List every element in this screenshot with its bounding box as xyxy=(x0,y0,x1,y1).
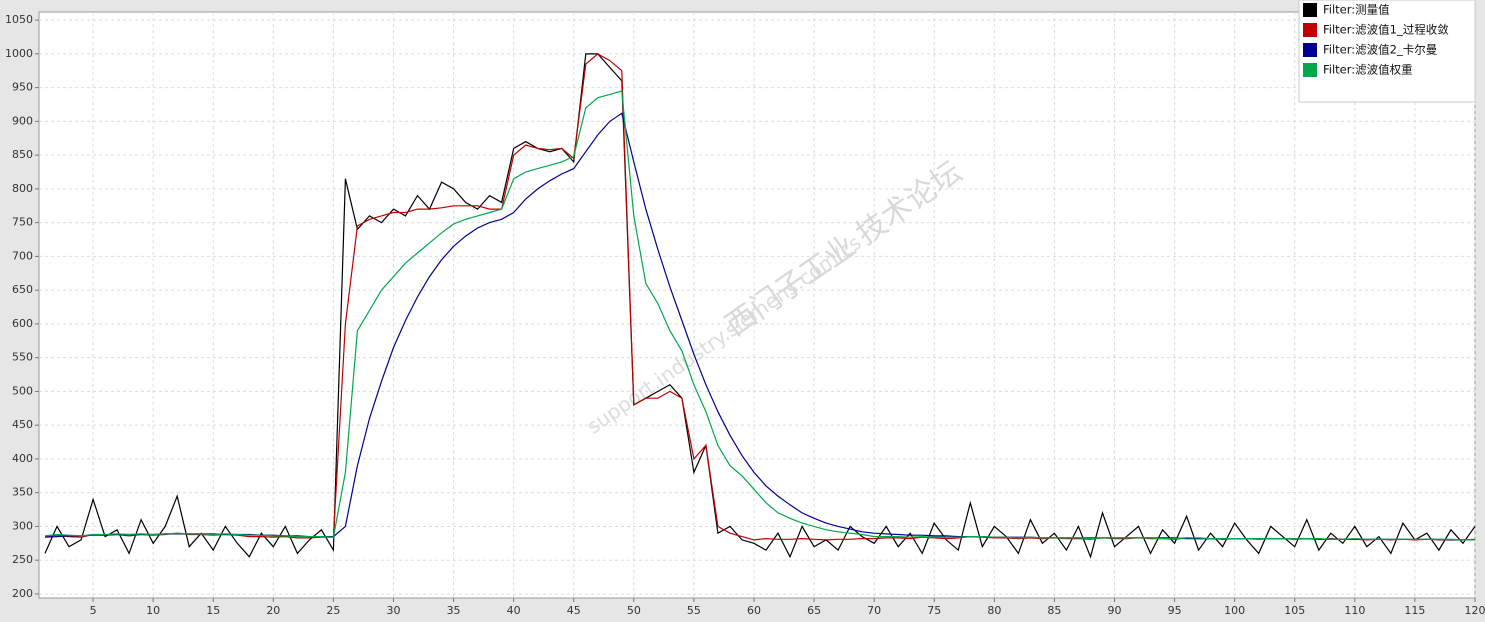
y-tick-label: 600 xyxy=(12,317,33,330)
legend-label: Filter:滤波值2_卡尔曼 xyxy=(1323,43,1437,57)
y-tick-label: 1000 xyxy=(5,47,33,60)
y-tick-label: 800 xyxy=(12,182,33,195)
y-tick-label: 950 xyxy=(12,81,33,94)
x-tick-label: 85 xyxy=(1047,604,1061,617)
x-tick-label: 95 xyxy=(1168,604,1182,617)
y-tick-label: 750 xyxy=(12,216,33,229)
lines xyxy=(44,53,1476,559)
x-tick-label: 20 xyxy=(266,604,280,617)
legend-label: Filter:测量值 xyxy=(1323,3,1390,17)
series-line xyxy=(44,90,1475,541)
x-tick-label: 65 xyxy=(807,604,821,617)
legend: Filter:测量值 Filter:滤波值1_过程收敛 Filter:滤波值2_卡尔… xyxy=(1298,0,1476,103)
legend-label: Filter:滤波值权重 xyxy=(1323,63,1413,77)
x-tick-label: 115 xyxy=(1404,604,1425,617)
x-tick-label: 25 xyxy=(326,604,340,617)
x-tick-label: 100 xyxy=(1224,604,1245,617)
x-tick-label: 40 xyxy=(507,604,521,617)
legend-swatch xyxy=(1303,3,1317,17)
x-tick-label: 110 xyxy=(1344,604,1365,617)
y-tick-label: 900 xyxy=(12,114,33,127)
x-tick-label: 15 xyxy=(206,604,220,617)
x-tick-label: 60 xyxy=(747,604,761,617)
y-tick-label: 550 xyxy=(12,351,33,364)
y-tick-label: 500 xyxy=(12,384,33,397)
y-tick-label: 350 xyxy=(12,486,33,499)
legend-swatch xyxy=(1303,23,1317,37)
y-tick-label: 300 xyxy=(12,519,33,532)
x-tick-label: 80 xyxy=(987,604,1001,617)
x-tick-label: 5 xyxy=(90,604,97,617)
legend-swatch xyxy=(1303,43,1317,57)
y-tick-label: 200 xyxy=(12,587,33,600)
legend-box xyxy=(1298,0,1476,103)
x-tick-label: 30 xyxy=(386,604,400,617)
y-tick-label: 250 xyxy=(12,553,33,566)
x-tick-label: 55 xyxy=(687,604,701,617)
y-tick-label: 850 xyxy=(12,148,33,161)
x-tick-label: 10 xyxy=(146,604,160,617)
x-tick-label: 105 xyxy=(1284,604,1305,617)
x-tick-label: 90 xyxy=(1107,604,1121,617)
series-line xyxy=(44,53,1476,559)
y-tick-label: 450 xyxy=(12,418,33,431)
y-tick-label: 700 xyxy=(12,249,33,262)
x-tick-label: 75 xyxy=(927,604,941,617)
x-tick-label: 120 xyxy=(1465,604,1485,617)
legend-swatch xyxy=(1303,63,1317,77)
y-tick-label: 650 xyxy=(12,283,33,296)
legend-label: Filter:滤波值1_过程收敛 xyxy=(1323,23,1449,37)
y-tick-label: 1050 xyxy=(5,13,33,26)
x-tick-label: 70 xyxy=(867,604,881,617)
plot-area xyxy=(38,11,1476,599)
x-tick-label: 35 xyxy=(447,604,461,617)
axes: 2002503003504004505005506006507007508008… xyxy=(5,13,1485,617)
x-tick-label: 45 xyxy=(567,604,581,617)
y-tick-label: 400 xyxy=(12,452,33,465)
x-tick-label: 50 xyxy=(627,604,641,617)
